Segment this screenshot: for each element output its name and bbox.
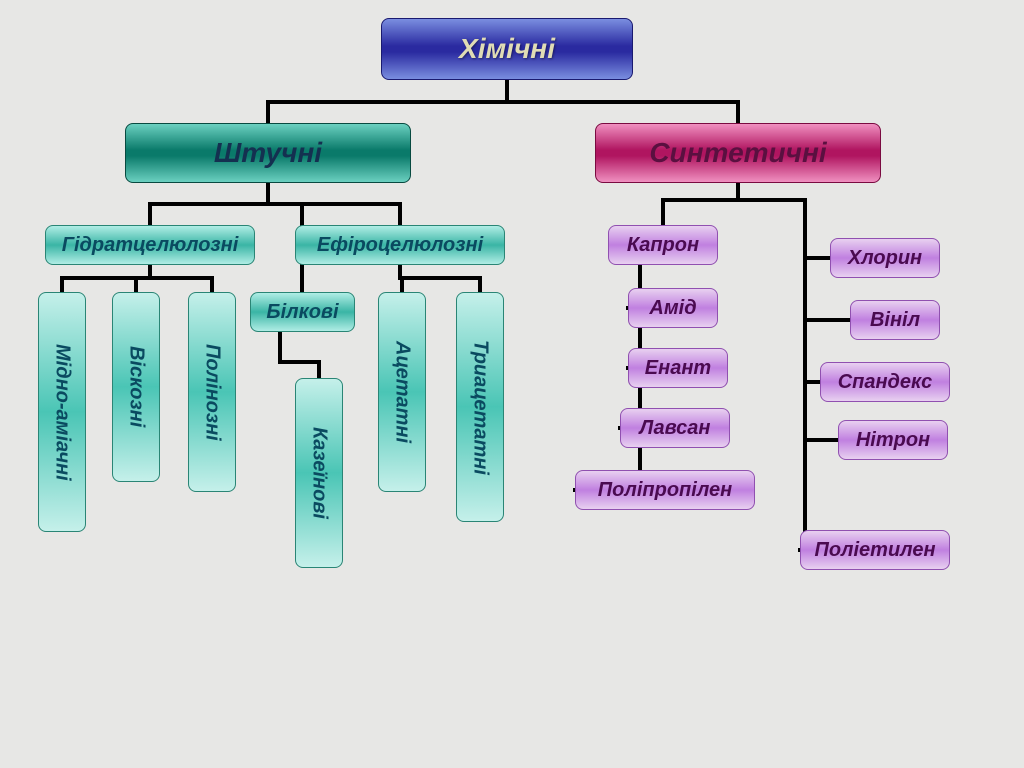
node-lavsan: Лавсан [620, 408, 730, 448]
node-nitron: Нітрон [838, 420, 948, 460]
node-casein: Казеїнові [295, 378, 343, 568]
node-protein: Білкові [250, 292, 355, 332]
node-root: Хімічні [381, 18, 633, 80]
node-triacet: Триацетатні [456, 292, 504, 522]
node-spandex: Спандекс [820, 362, 950, 402]
node-ether: Ефіроцелюлозні [295, 225, 505, 265]
node-polyeth: Поліетилен [800, 530, 950, 570]
node-enant: Енант [628, 348, 728, 388]
node-hydrate: Гідратцелюлозні [45, 225, 255, 265]
node-polyprop: Поліпропілен [575, 470, 755, 510]
node-chlorin: Хлорин [830, 238, 940, 278]
node-copper: Мідно-аміачні [38, 292, 86, 532]
node-synthetic: Синтетичні [595, 123, 881, 183]
node-amid: Амід [628, 288, 718, 328]
node-artificial: Штучні [125, 123, 411, 183]
node-viscose: Віскозні [112, 292, 160, 482]
node-acetate: Ацетатні [378, 292, 426, 492]
node-vinyl: Вініл [850, 300, 940, 340]
node-kapron: Капрон [608, 225, 718, 265]
node-polinoz: Полінозні [188, 292, 236, 492]
